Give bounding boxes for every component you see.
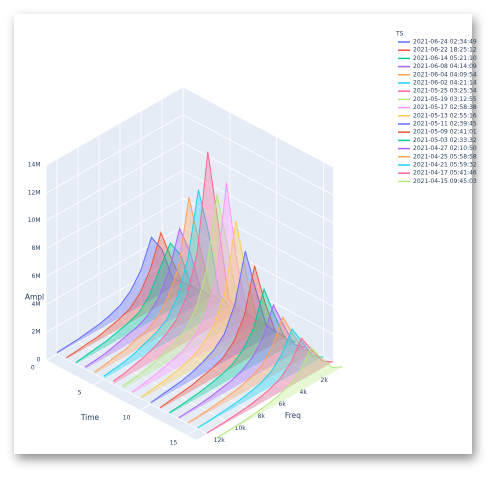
spectrum-area (178, 305, 305, 419)
legend-label: 2021-05-25 03:25:34 (413, 88, 477, 95)
z-tick-label: 2M (32, 329, 41, 336)
y-grid-line (93, 306, 231, 386)
z-tick-label: 0 (37, 357, 41, 364)
x-axis-title: Freq (285, 411, 301, 420)
y-tick-label: 15 (170, 439, 178, 446)
spectrum-line (169, 287, 296, 414)
spectrum-area (85, 228, 212, 369)
z-tick-label: 8M (32, 245, 41, 252)
spectrum-area (122, 194, 249, 389)
back-wall-time (46, 87, 183, 360)
spectrum-line (113, 151, 240, 382)
z-grid-line (182, 198, 334, 279)
legend-label: 2021-05-13 02:55:16 (413, 112, 477, 119)
x-tick-label: 8k (258, 413, 266, 420)
spectrum-line (141, 220, 268, 398)
spectrum-line (159, 265, 287, 409)
spectrum-line (150, 250, 278, 404)
z-grid-line (46, 198, 184, 277)
spectrum-line (56, 236, 184, 354)
spectrum-area (160, 265, 287, 409)
spectrum-area (169, 289, 296, 414)
z-grid-line (182, 225, 334, 307)
x-grid-line (56, 353, 208, 435)
y-tick-label: 10 (123, 414, 131, 421)
x-tick-label: 2k (321, 377, 329, 384)
y-tick-label: 0 (31, 364, 35, 371)
spectrum-area (207, 338, 333, 434)
z-axis-title: Ampl (25, 293, 44, 302)
legend-label: 2021-06-22 18:25:12 (413, 47, 477, 54)
spectrum-line (131, 182, 259, 393)
spectrum-line (66, 231, 193, 359)
legend-label: 2021-04-15 09:45:03 (413, 178, 477, 185)
spectrum-area (141, 221, 268, 399)
legend-label: 2021-05-03 02:33:32 (413, 137, 477, 144)
spectrum-area (197, 329, 324, 429)
back-wall-freq (183, 87, 333, 362)
x-tick-label: 12k (214, 437, 226, 444)
z-grid-line (46, 170, 184, 249)
spectrum-line (122, 194, 249, 387)
spectrum-area (113, 151, 240, 384)
legend-label: 2021-05-17 02:58:38 (413, 104, 477, 111)
y-grid-line (46, 281, 184, 361)
z-tick-label: 4M (32, 301, 41, 308)
legend-label: 2021-06-02 04:21:14 (413, 80, 477, 87)
spectrum-line (188, 315, 315, 424)
legend-label: 2021-05-19 03:12:55 (413, 96, 477, 103)
legend-label: 2021-06-14 05:21:10 (413, 55, 477, 62)
x-tick-label: 10k (235, 425, 247, 432)
legend-title: TS (395, 31, 404, 38)
spectrum-line (84, 227, 212, 368)
z-grid-line (46, 114, 184, 194)
legend-label: 2021-04-25 05:58:58 (413, 153, 477, 160)
z-grid-line (182, 253, 334, 335)
spectrum-line (94, 197, 221, 373)
z-tick-label: 14M (28, 162, 41, 169)
z-tick-label: 10M (28, 217, 41, 224)
x-tick-label: 4k (300, 389, 308, 396)
spectrum-area (66, 232, 193, 359)
spectrum-area (75, 243, 202, 364)
z-tick-label: 12M (28, 189, 41, 196)
legend-label: 2021-06-04 04:09:54 (413, 71, 477, 78)
spectrum-area (94, 197, 221, 374)
spectrum-line (103, 189, 231, 377)
floor (46, 282, 333, 440)
y-tick-label: 5 (78, 389, 82, 396)
spectrum-line (206, 337, 334, 434)
z-tick-label: 6M (32, 273, 41, 280)
z-grid-line (182, 114, 334, 196)
z-grid-line (46, 86, 184, 166)
z-grid-line (182, 170, 334, 251)
legend-label: 2021-05-09 02:41:01 (413, 129, 477, 136)
legend-label: 2021-04-17 05:41:46 (413, 170, 477, 177)
legend-label: 2021-06-24 02:34:49 (413, 39, 477, 46)
spectrum-area (150, 251, 277, 404)
z-grid-line (46, 142, 184, 222)
x-grid-line (98, 329, 250, 411)
legend-label: 2021-05-11 02:39:45 (413, 121, 477, 128)
spectrum-line (178, 303, 306, 419)
legend-label: 2021-04-21 05:59:32 (413, 162, 477, 169)
x-tick-label: 6k (279, 401, 287, 408)
spectrum-area (188, 317, 315, 424)
spectrum-line (216, 346, 343, 439)
z-grid-line (46, 225, 184, 305)
spectrum-area (132, 182, 258, 394)
spectrum-area (216, 347, 343, 439)
legend-label: 2021-04-27 02:10:50 (413, 145, 477, 152)
legend-label: 2021-06-08 04:14:09 (413, 63, 477, 70)
y-axis-title: Time (80, 413, 100, 422)
spectrum-line (197, 328, 324, 429)
z-grid-line (182, 86, 334, 168)
